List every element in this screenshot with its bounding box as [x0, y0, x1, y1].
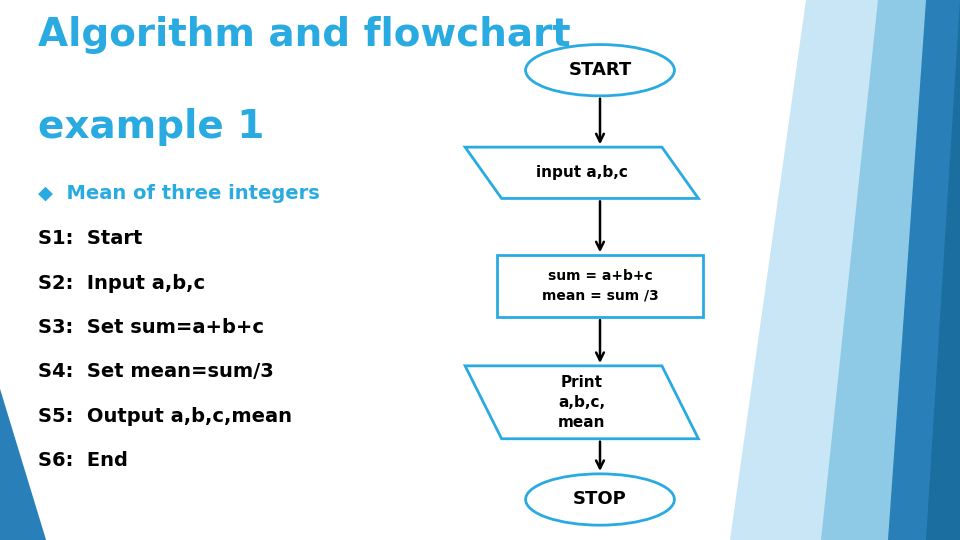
Text: S3:  Set sum=a+b+c: S3: Set sum=a+b+c: [38, 318, 264, 337]
Ellipse shape: [526, 474, 674, 525]
Text: START: START: [568, 61, 632, 79]
Text: S1:  Start: S1: Start: [38, 230, 143, 248]
Text: S2:  Input a,b,c: S2: Input a,b,c: [38, 274, 205, 293]
Ellipse shape: [526, 45, 674, 96]
FancyBboxPatch shape: [497, 255, 703, 317]
Polygon shape: [465, 366, 699, 438]
Text: Algorithm and flowchart: Algorithm and flowchart: [38, 16, 571, 54]
Text: S6:  End: S6: End: [38, 451, 129, 470]
Text: S5:  Output a,b,c,mean: S5: Output a,b,c,mean: [38, 407, 293, 426]
Text: input a,b,c: input a,b,c: [536, 165, 628, 180]
Polygon shape: [821, 0, 960, 540]
Text: sum = a+b+c
mean = sum /3: sum = a+b+c mean = sum /3: [541, 269, 659, 303]
Polygon shape: [0, 389, 46, 540]
Text: S4:  Set mean=sum/3: S4: Set mean=sum/3: [38, 362, 275, 381]
Text: ◆  Mean of three integers: ◆ Mean of three integers: [38, 184, 320, 202]
Polygon shape: [730, 0, 960, 540]
Text: Print
a,b,c,
mean: Print a,b,c, mean: [558, 375, 606, 430]
Polygon shape: [888, 0, 960, 540]
Text: example 1: example 1: [38, 108, 265, 146]
Polygon shape: [465, 147, 699, 198]
Polygon shape: [926, 0, 960, 540]
Text: STOP: STOP: [573, 490, 627, 509]
